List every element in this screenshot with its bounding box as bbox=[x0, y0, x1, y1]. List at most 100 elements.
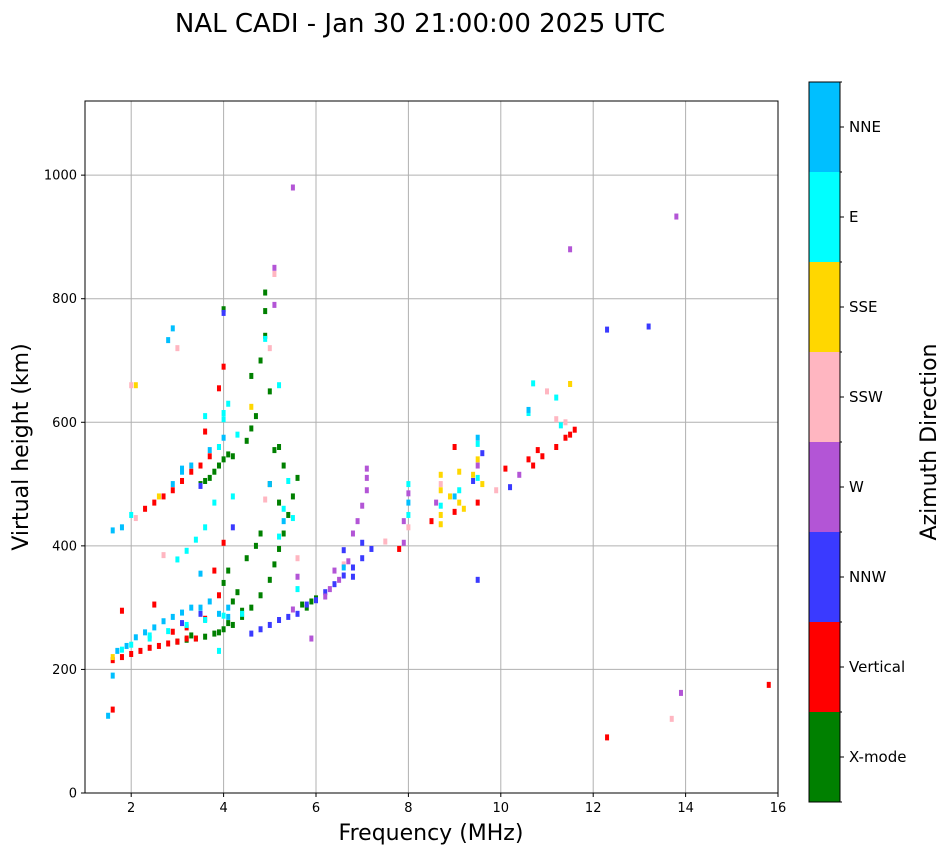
data-point bbox=[258, 357, 263, 364]
data-point bbox=[133, 634, 138, 641]
data-point bbox=[221, 309, 226, 316]
data-point bbox=[203, 524, 208, 531]
data-point bbox=[646, 323, 651, 330]
data-point bbox=[517, 471, 522, 478]
data-point bbox=[221, 434, 226, 441]
data-point bbox=[277, 545, 282, 552]
data-point bbox=[166, 640, 171, 647]
data-point bbox=[281, 518, 286, 525]
colorbar-segment bbox=[809, 442, 840, 532]
data-point bbox=[438, 481, 443, 488]
data-point bbox=[147, 635, 152, 642]
data-point bbox=[263, 289, 268, 296]
data-point bbox=[240, 607, 245, 614]
data-point bbox=[249, 630, 254, 637]
data-point bbox=[216, 385, 221, 392]
data-points bbox=[106, 184, 771, 741]
data-point bbox=[341, 572, 346, 579]
data-point bbox=[272, 447, 277, 454]
data-point bbox=[272, 561, 277, 568]
data-point bbox=[290, 493, 295, 500]
data-point bbox=[360, 539, 365, 546]
data-point bbox=[341, 547, 346, 554]
data-point bbox=[263, 496, 268, 503]
data-point bbox=[198, 610, 203, 617]
data-point bbox=[554, 416, 559, 423]
data-point bbox=[563, 419, 568, 426]
data-point bbox=[364, 487, 369, 494]
x-axis-label: Frequency (MHz) bbox=[339, 821, 524, 846]
data-point bbox=[230, 621, 235, 628]
data-point bbox=[314, 597, 318, 604]
data-point bbox=[161, 552, 166, 559]
data-point bbox=[272, 301, 277, 308]
data-point bbox=[244, 555, 249, 562]
data-point bbox=[281, 505, 286, 512]
colorbar-tick-label: Vertical bbox=[849, 658, 905, 676]
data-point bbox=[184, 547, 189, 554]
data-point bbox=[383, 538, 388, 545]
data-point bbox=[475, 434, 480, 441]
data-point bbox=[221, 626, 226, 633]
colorbar-label: Azimuth Direction bbox=[917, 343, 942, 540]
data-point bbox=[267, 481, 272, 488]
data-point bbox=[258, 626, 263, 633]
data-point bbox=[438, 471, 443, 478]
data-point bbox=[198, 462, 203, 469]
data-point bbox=[475, 456, 480, 463]
data-point bbox=[180, 477, 185, 484]
data-point bbox=[175, 638, 180, 645]
colorbar-tick-label: W bbox=[849, 478, 864, 496]
data-point bbox=[189, 468, 194, 475]
data-point bbox=[216, 592, 221, 599]
data-point bbox=[526, 406, 531, 413]
data-point bbox=[678, 689, 683, 696]
data-point bbox=[106, 712, 111, 719]
grid-lines bbox=[85, 101, 779, 794]
data-point bbox=[304, 604, 309, 611]
data-point bbox=[323, 589, 328, 596]
data-point bbox=[267, 576, 272, 583]
data-point bbox=[267, 388, 272, 395]
data-point bbox=[221, 612, 226, 619]
data-point bbox=[235, 431, 240, 438]
data-point bbox=[263, 335, 268, 342]
data-point bbox=[605, 326, 610, 333]
data-point bbox=[350, 564, 355, 571]
data-point bbox=[346, 558, 351, 565]
data-point bbox=[438, 487, 443, 494]
data-point bbox=[263, 308, 268, 315]
data-point bbox=[175, 345, 180, 352]
data-point bbox=[193, 635, 198, 642]
data-point bbox=[203, 617, 208, 623]
data-point bbox=[189, 632, 194, 639]
x-tick-label: 4 bbox=[219, 801, 227, 816]
data-point bbox=[180, 609, 185, 616]
data-point bbox=[180, 465, 185, 472]
data-point bbox=[152, 624, 157, 631]
data-point bbox=[226, 604, 231, 611]
data-point bbox=[119, 607, 124, 614]
data-point bbox=[249, 425, 254, 432]
data-point bbox=[327, 586, 332, 593]
data-point bbox=[300, 601, 305, 608]
data-point bbox=[240, 613, 245, 620]
data-point bbox=[286, 613, 291, 620]
data-point bbox=[175, 556, 180, 563]
x-axis-ticks: 2 4 6 8 10 12 14 16 bbox=[127, 793, 786, 816]
colorbar-tick-label: SSE bbox=[849, 298, 878, 316]
data-point bbox=[133, 515, 138, 522]
data-point bbox=[309, 598, 314, 605]
data-point bbox=[184, 635, 189, 642]
data-point bbox=[133, 382, 138, 389]
data-point bbox=[212, 468, 217, 475]
data-point bbox=[170, 325, 175, 332]
data-point bbox=[452, 508, 457, 515]
data-point bbox=[221, 579, 226, 586]
data-point bbox=[226, 567, 231, 574]
data-point bbox=[216, 462, 221, 469]
data-point bbox=[360, 502, 365, 509]
data-point bbox=[401, 539, 406, 546]
data-point bbox=[669, 715, 674, 722]
data-point bbox=[471, 471, 476, 478]
